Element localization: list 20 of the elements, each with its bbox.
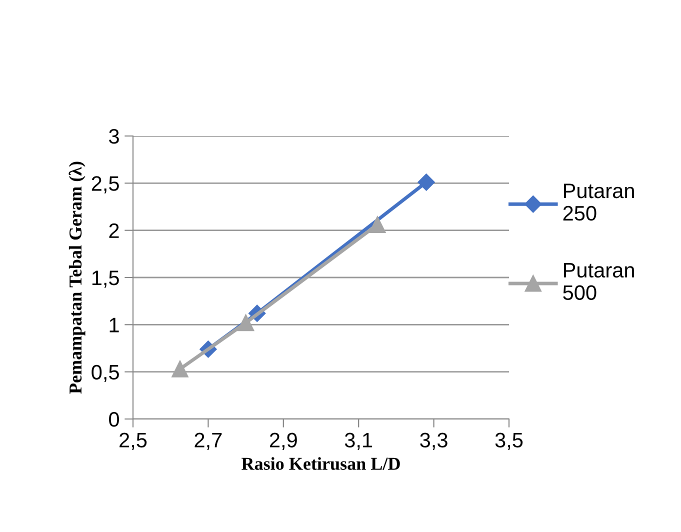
- y-tick-label: 2,5: [92, 176, 119, 194]
- x-tick-label: 2,9: [270, 432, 297, 450]
- x-tick-label: 3,1: [344, 432, 372, 450]
- y-tick-label: 0: [109, 412, 119, 427]
- point: [369, 216, 386, 234]
- y-tick-label: 1: [110, 318, 119, 332]
- point: [418, 174, 435, 191]
- y-tick-label: 3: [109, 129, 119, 144]
- legend-label: Putaran 500: [563, 263, 634, 300]
- y-axis-title: Pemampatan Tebal Geram (λ): [68, 162, 86, 394]
- x-tick-label: 2,7: [194, 432, 222, 450]
- y-tick-label: 2: [109, 223, 119, 238]
- y-tick-label: 0,5: [92, 364, 119, 382]
- x-tick-label: 3,3: [420, 432, 448, 450]
- y-tick-label: 1,5: [92, 270, 119, 288]
- legend-label: Putaran 250: [563, 184, 634, 221]
- point: [237, 314, 254, 332]
- x-axis-title: Rasio Ketirusan L/D: [242, 457, 400, 470]
- point: [172, 360, 188, 378]
- x-tick-label: 3,5: [495, 432, 523, 450]
